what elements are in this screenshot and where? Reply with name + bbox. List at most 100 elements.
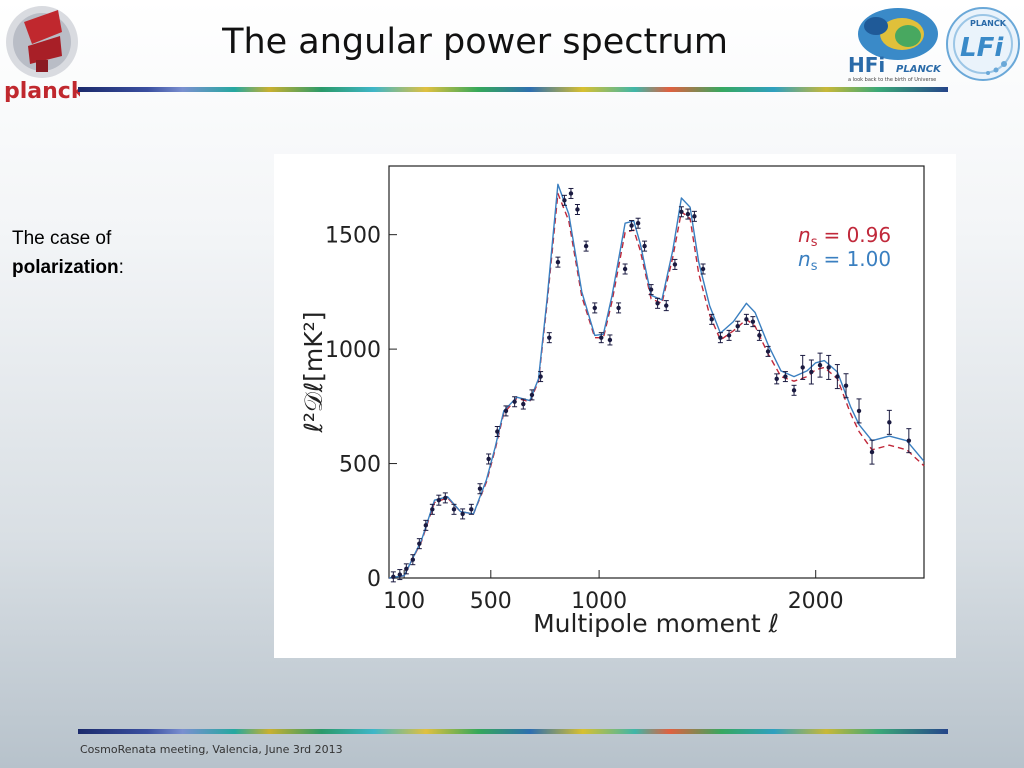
lfi-logo-text: LFi xyxy=(960,33,1004,63)
data-point xyxy=(468,503,474,515)
data-point xyxy=(568,187,574,199)
data-point xyxy=(756,329,762,341)
plot-frame xyxy=(388,165,925,579)
slide-title: The angular power spectrum xyxy=(222,22,728,62)
y-axis-label: ℓ²𝒟ℓ[mK²] xyxy=(299,312,328,434)
data-point xyxy=(886,409,892,435)
hfi-logo-icon: HFi PLANCK a look back to the birth of U… xyxy=(848,8,942,83)
data-point xyxy=(856,398,862,424)
data-point xyxy=(442,492,448,504)
planck-logo: planck xyxy=(2,2,87,104)
decorative-cmb-stripe-top xyxy=(78,87,948,92)
series-line-ns-100 xyxy=(388,183,925,579)
data-point xyxy=(403,563,409,575)
side-text: The case of polarization: xyxy=(12,224,124,282)
x-tick-label: 100 xyxy=(383,589,425,614)
data-point xyxy=(629,220,635,232)
data-point xyxy=(512,396,518,408)
lfi-logo-top: PLANCK xyxy=(970,19,1007,28)
legend-sub: s xyxy=(811,259,818,274)
lfi-logo: PLANCK LFi xyxy=(944,6,1022,82)
data-point xyxy=(390,571,396,583)
legend-value: = 1.00 xyxy=(823,247,891,271)
data-point xyxy=(655,297,661,309)
side-text-bold: polarization xyxy=(12,257,119,278)
data-point xyxy=(791,384,797,396)
data-point xyxy=(869,439,875,465)
data-point xyxy=(520,398,526,410)
data-point xyxy=(817,352,823,378)
hfi-logo: HFi PLANCK a look back to the birth of U… xyxy=(846,4,946,84)
lfi-logo-icon: PLANCK LFi xyxy=(946,7,1020,81)
data-point xyxy=(410,554,416,566)
data-point xyxy=(765,345,771,357)
data-point xyxy=(494,426,500,438)
hfi-tagline: a look back to the birth of Universe xyxy=(848,77,936,83)
data-point xyxy=(529,389,535,401)
side-text-line2: polarization: xyxy=(12,253,124,282)
x-tick-label: 2000 xyxy=(788,589,844,614)
data-point xyxy=(416,538,422,550)
data-point xyxy=(397,569,403,581)
data-point xyxy=(561,194,567,206)
legend-entry: ns = 1.00 xyxy=(798,247,891,274)
decorative-cmb-stripe-bottom xyxy=(78,729,948,734)
planck-logo-text: planck xyxy=(4,79,80,102)
hfi-logo-sub: PLANCK xyxy=(896,64,942,75)
data-point xyxy=(800,354,806,380)
data-point xyxy=(538,371,544,383)
data-point xyxy=(709,313,715,325)
data-point xyxy=(808,359,814,385)
data-point xyxy=(843,373,849,399)
power-spectrum-chart: 100 500 1000 2000 0 500 1000 1500 ns = 0.96 ns = 1… xyxy=(299,165,925,638)
legend-prefix: n xyxy=(798,247,811,271)
data-point xyxy=(735,320,741,332)
data-point xyxy=(678,206,684,218)
data-point xyxy=(743,313,749,325)
data-point xyxy=(451,503,457,515)
y-tick-label: 0 xyxy=(367,567,381,592)
data-point xyxy=(607,334,613,346)
data-point xyxy=(546,332,552,344)
y-tick-label: 1000 xyxy=(325,338,381,363)
data-point xyxy=(726,329,732,341)
data-point xyxy=(906,428,912,454)
data-point xyxy=(750,316,756,328)
data-point xyxy=(598,332,604,344)
planck-satellite-icon: planck xyxy=(4,6,87,104)
legend-sub: s xyxy=(811,235,818,250)
data-point xyxy=(574,203,580,215)
data-point xyxy=(834,364,840,390)
data-point xyxy=(429,503,435,515)
legend-value: = 0.96 xyxy=(823,223,891,247)
legend-prefix: n xyxy=(798,223,811,247)
data-point xyxy=(826,354,832,380)
data-point xyxy=(642,240,648,252)
data-point xyxy=(616,302,622,314)
data-point xyxy=(648,284,654,296)
data-point xyxy=(555,256,561,268)
data-point xyxy=(477,483,483,495)
data-point xyxy=(635,217,641,229)
data-point xyxy=(782,371,788,383)
data-point xyxy=(503,405,509,417)
side-text-suffix: : xyxy=(118,257,124,278)
series-line-ns-096 xyxy=(388,192,925,579)
legend-entry: ns = 0.96 xyxy=(798,223,891,250)
chart-panel: 100 500 1000 2000 0 500 1000 1500 ns = 0.96 ns = 1… xyxy=(274,154,956,658)
data-point xyxy=(700,263,706,275)
data-point xyxy=(622,263,628,275)
hfi-logo-text: HFi xyxy=(848,53,885,77)
footer-text: CosmoRenata meeting, Valencia, June 3rd … xyxy=(80,743,343,756)
data-point xyxy=(436,494,442,506)
data-point xyxy=(717,332,723,344)
y-tick-label: 500 xyxy=(339,453,381,478)
data-point xyxy=(592,302,598,314)
x-tick-label: 500 xyxy=(470,589,512,614)
x-tick-label: 1000 xyxy=(571,589,627,614)
data-point xyxy=(460,508,466,520)
data-point xyxy=(423,519,429,531)
x-axis-label: Multipole moment ℓ xyxy=(533,609,779,638)
data-point xyxy=(672,258,678,270)
data-point xyxy=(774,373,780,385)
